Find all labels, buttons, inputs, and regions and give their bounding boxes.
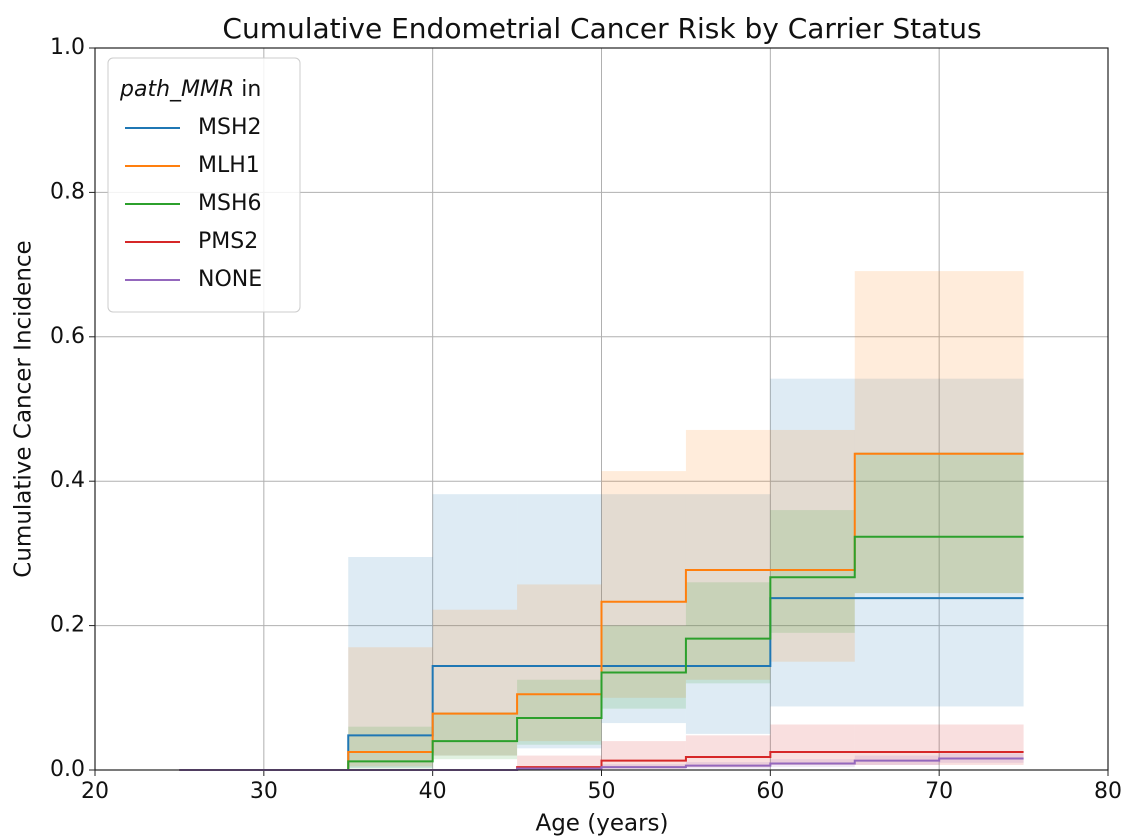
confidence-band <box>517 584 602 742</box>
confidence-band <box>770 510 855 633</box>
confidence-band <box>601 741 686 769</box>
y-tick-label: 0.4 <box>50 468 85 493</box>
x-tick-label: 50 <box>588 779 616 804</box>
confidence-band <box>685 494 771 734</box>
confidence-band <box>939 452 1024 594</box>
legend: path_MMR in MSH2 MLH1 MSH6 PMS2 NONE <box>107 57 301 313</box>
legend-label: MSH2 <box>198 115 262 140</box>
y-tick-label: 0.0 <box>50 757 85 782</box>
y-tick-label: 0.2 <box>50 613 85 638</box>
confidence-band <box>432 712 518 760</box>
confidence-band <box>854 452 940 594</box>
legend-label: MSH6 <box>198 191 262 216</box>
x-tick-label: 80 <box>1094 779 1122 804</box>
x-tick-label: 70 <box>925 779 953 804</box>
confidence-band <box>601 471 686 698</box>
confidence-band <box>601 494 686 724</box>
legend-label: NONE <box>198 267 262 292</box>
y-axis-label: Cumulative Cancer Incidence <box>11 240 37 577</box>
confidence-band <box>685 735 771 768</box>
x-tick-label: 40 <box>419 779 447 804</box>
x-tick-label: 20 <box>81 779 109 804</box>
confidence-band <box>854 378 940 707</box>
confidence-band <box>517 679 602 745</box>
confidence-band <box>939 378 1024 707</box>
confidence-band <box>432 494 518 756</box>
confidence-band <box>770 724 855 765</box>
confidence-band <box>854 271 940 594</box>
y-tick-label: 0.8 <box>50 179 85 204</box>
legend-title-italic: path_MMR <box>119 77 234 102</box>
confidence-band <box>685 582 771 684</box>
chart-title: Cumulative Endometrial Cancer Risk by Ca… <box>222 12 981 45</box>
legend-label: PMS2 <box>198 229 258 254</box>
y-tick-label: 1.0 <box>50 35 85 60</box>
confidence-band <box>939 271 1024 594</box>
step-line <box>179 452 1024 771</box>
confidence-band <box>770 429 855 662</box>
plot-frame <box>94 47 1109 771</box>
confidence-band <box>517 494 602 749</box>
y-tick-label: 0.6 <box>50 324 85 349</box>
confidence-band <box>348 557 433 768</box>
legend-title: path_MMR in <box>119 77 261 102</box>
x-tick-label: 60 <box>756 779 784 804</box>
confidence-band <box>348 647 433 767</box>
bands <box>348 271 1024 770</box>
legend-title-rest: in <box>241 77 261 102</box>
confidence-band <box>770 378 855 707</box>
confidence-band <box>854 724 940 765</box>
confidence-band <box>432 609 518 756</box>
legend-label: MLH1 <box>198 153 260 178</box>
legend-box <box>107 57 301 313</box>
x-tick-label: 30 <box>250 779 278 804</box>
x-axis-label: Age (years) <box>535 811 668 837</box>
confidence-band <box>601 625 686 709</box>
step-line <box>179 535 1024 771</box>
